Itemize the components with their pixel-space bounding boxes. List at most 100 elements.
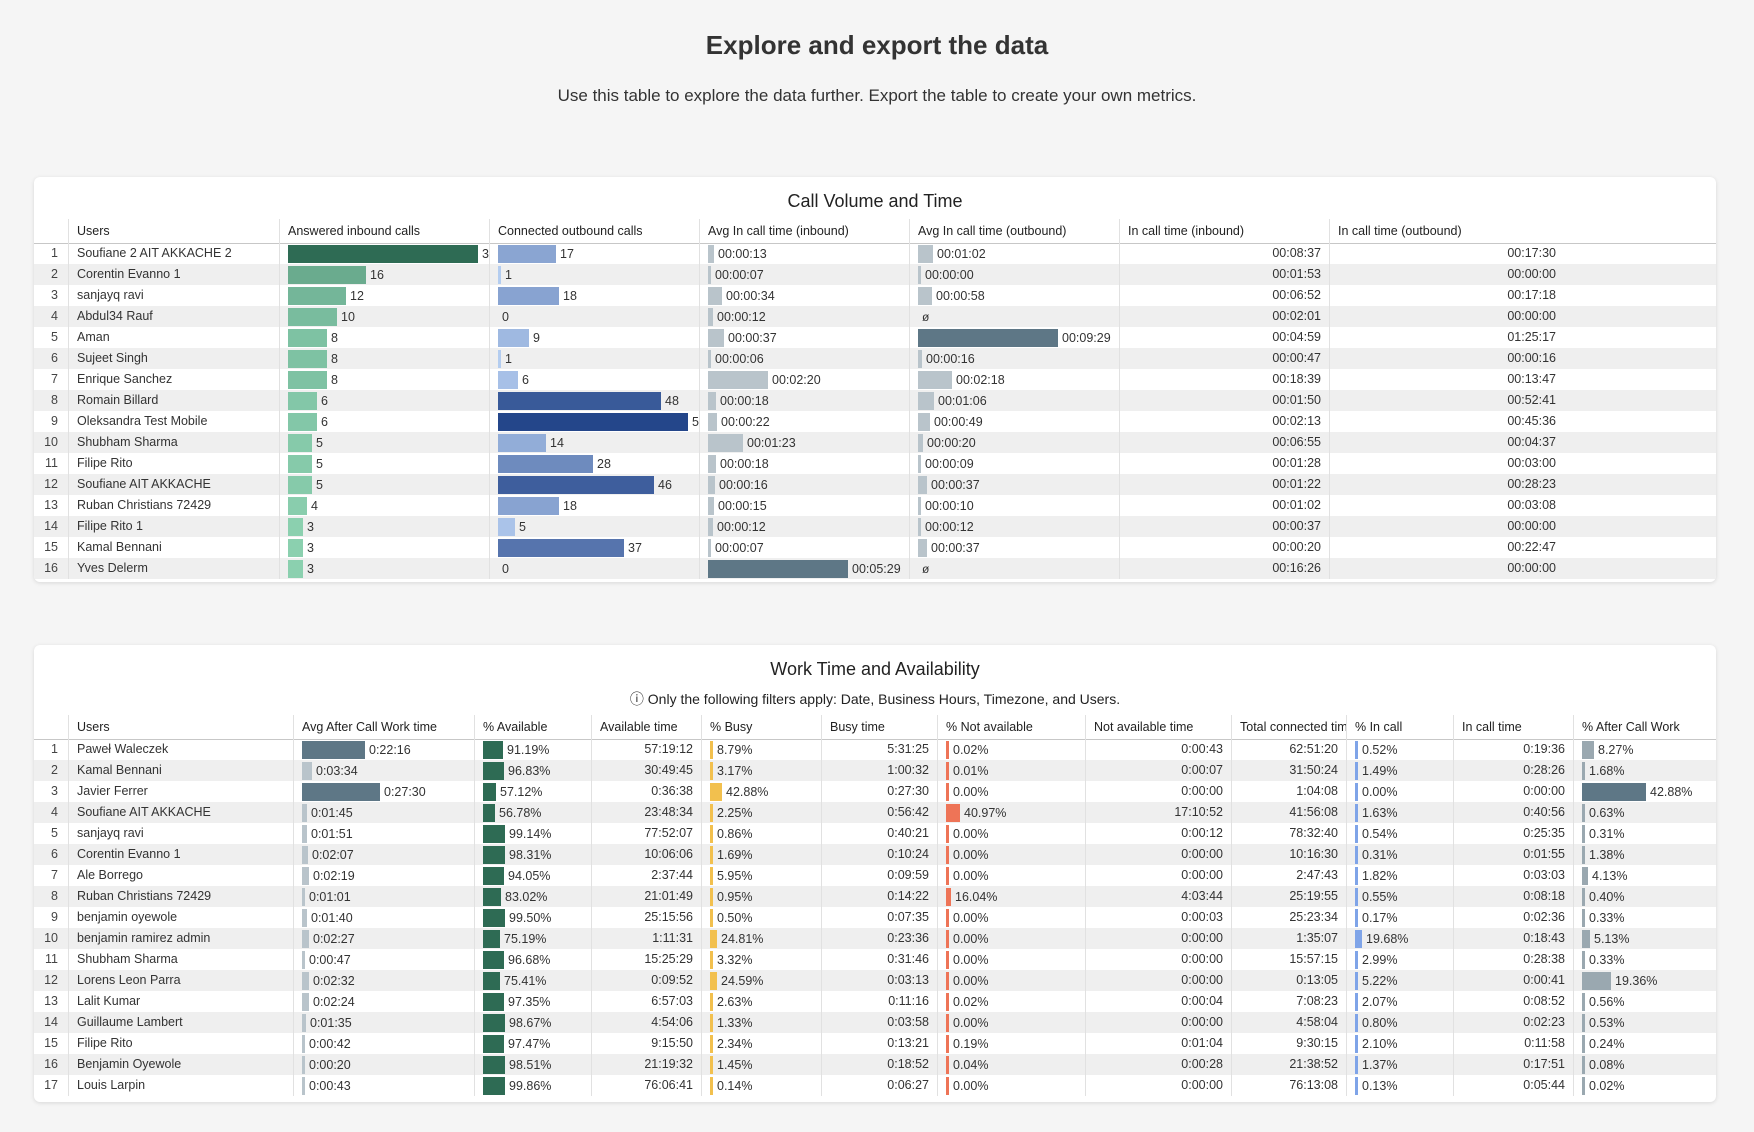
column-header-in-call-time[interactable]: In call time: [1453, 715, 1573, 739]
column-header-busy-time[interactable]: Busy time: [821, 715, 937, 739]
row-number: 2: [51, 267, 58, 281]
table-row[interactable]: 16 Benjamin Oyewole 0:00:20 98.51% 21:19:32 1…: [34, 1054, 1716, 1075]
column-header-answered-inbound-calls[interactable]: Answered inbound calls: [279, 219, 489, 243]
table-row[interactable]: 12 Lorens Leon Parra 0:02:32 75.41% 0:09:52 2…: [34, 970, 1716, 991]
pct-busy-value: 2.63%: [717, 995, 753, 1009]
in-call-time-outbound: 00:28:23: [1329, 474, 1564, 495]
column-header-in-call-time-inbound[interactable]: In call time (inbound): [1119, 219, 1329, 243]
in-call-time-inbound: 00:01:28: [1119, 453, 1329, 474]
busy-time: 0:06:27: [821, 1075, 937, 1096]
connected-outbound-calls-bar: [498, 518, 515, 536]
pct-after-call-work: 8.27%: [1573, 739, 1716, 760]
table-row[interactable]: 1 Paweł Waleczek 0:22:16 91.19% 57:19:12 8.79…: [34, 739, 1716, 760]
connected-outbound-calls-bar: [498, 455, 593, 473]
table-row[interactable]: 7 Ale Borrego 0:02:19 94.05% 2:37:44 5.95% 0:0…: [34, 865, 1716, 886]
table-row[interactable]: 14 Guillaume Lambert 0:01:35 98.67% 4:54:06 1…: [34, 1012, 1716, 1033]
table-row[interactable]: 8 Romain Billard 6 48 00:00:18 00:01:06 00:01:…: [34, 390, 1716, 411]
pct-in-call: 2.99%: [1346, 949, 1453, 970]
pct-busy-value: 24.59%: [721, 974, 764, 988]
pct-in-call: 0.00%: [1346, 781, 1453, 802]
answered-inbound-calls-value: 39: [482, 247, 489, 261]
busy-time: 5:31:25: [821, 739, 937, 760]
avg-after-call-work-time-value: 0:02:19: [313, 869, 355, 883]
pct-busy-value: 2.34%: [717, 1037, 753, 1051]
table-row[interactable]: 13 Lalit Kumar 0:02:24 97.35% 6:57:03 2.63% 0:…: [34, 991, 1716, 1012]
connected-outbound-calls: 0: [489, 306, 699, 327]
column-header-users[interactable]: Users: [68, 219, 279, 243]
table-row[interactable]: 5 sanjayq ravi 0:01:51 99.14% 77:52:07 0.86% 0…: [34, 823, 1716, 844]
table-row[interactable]: 5 Aman 8 9 00:00:37 00:09:29 00:04:59 01:25:17: [34, 327, 1716, 348]
column-header-pct-after-call-work[interactable]: % After Call Work: [1573, 715, 1716, 739]
column-header-connected-outbound-calls[interactable]: Connected outbound calls: [489, 219, 699, 243]
table-row[interactable]: 4 Soufiane AIT AKKACHE 0:01:45 56.78% 23:48:…: [34, 802, 1716, 823]
table-row[interactable]: 9 benjamin oyewole 0:01:40 99.50% 25:15:56 0.…: [34, 907, 1716, 928]
table-row[interactable]: 13 Ruban Christians 72429 4 18 00:00:15 00:00…: [34, 495, 1716, 516]
table-row[interactable]: 7 Enrique Sanchez 8 6 00:02:20 00:02:18 00:18:…: [34, 369, 1716, 390]
table-row[interactable]: 9 Oleksandra Test Mobile 6 56 00:00:22 00:00:…: [34, 411, 1716, 432]
table-row[interactable]: 14 Filipe Rito 1 3 5 00:00:12 00:00:12 00:00:3…: [34, 516, 1716, 537]
column-header-available-time[interactable]: Available time: [591, 715, 701, 739]
column-header-pct-in-call[interactable]: % In call: [1346, 715, 1453, 739]
pct-after-call-work: 0.02%: [1573, 1075, 1716, 1096]
table-row[interactable]: 15 Kamal Bennani 3 37 00:00:07 00:00:37 00:00:…: [34, 537, 1716, 558]
pct-not-available: 0.02%: [937, 991, 1085, 1012]
pct-after-call-work: 1.38%: [1573, 844, 1716, 865]
avg-in-call-time-inbound-bar: [708, 392, 716, 410]
table-row[interactable]: 2 Kamal Bennani 0:03:34 96.83% 30:49:45 3.17%…: [34, 760, 1716, 781]
column-header-avg-after-call-work-time[interactable]: Avg After Call Work time: [293, 715, 474, 739]
table-row[interactable]: 8 Ruban Christians 72429 0:01:01 83.02% 21:0…: [34, 886, 1716, 907]
table-row[interactable]: 15 Filipe Rito 0:00:42 97.47% 9:15:50 2.34% 0:…: [34, 1033, 1716, 1054]
table-row[interactable]: 1 Soufiane 2 AIT AKKACHE 2 39 17 00:00:13 00:…: [34, 243, 1716, 264]
column-header-pct-available[interactable]: % Available: [474, 715, 591, 739]
pct-not-available-value: 16.04%: [955, 890, 998, 904]
pct-busy: 2.34%: [701, 1033, 821, 1054]
column-header-users[interactable]: Users: [68, 715, 293, 739]
table-row[interactable]: 4 Abdul34 Rauf 10 0 00:00:12 ø 00:02:01 00:00:0…: [34, 306, 1716, 327]
in-call-time: 0:03:03: [1453, 865, 1573, 886]
table-row[interactable]: 12 Soufiane AIT AKKACHE 5 46 00:00:16 00:00:3…: [34, 474, 1716, 495]
table-row[interactable]: 11 Shubham Sharma 0:00:47 96.68% 15:25:29 3.3…: [34, 949, 1716, 970]
column-header-total-connected-time[interactable]: Total connected time: [1231, 715, 1346, 739]
avg-in-call-time-inbound: 00:00:13: [699, 243, 909, 264]
avg-in-call-time-outbound-value: 00:00:12: [925, 520, 974, 534]
table-row[interactable]: 6 Corentin Evanno 1 0:02:07 98.31% 10:06:06 1…: [34, 844, 1716, 865]
pct-after-call-work-bar: [1582, 867, 1588, 885]
column-header-avg-in-call-time-inbound[interactable]: Avg In call time (inbound): [699, 219, 909, 243]
column-header-pct-busy[interactable]: % Busy: [701, 715, 821, 739]
work-time-rows[interactable]: 1 Paweł Waleczek 0:22:16 91.19% 57:19:12 8.79…: [34, 739, 1716, 1102]
in-call-time-outbound: 00:03:00: [1329, 453, 1564, 474]
answered-inbound-calls: 10: [279, 306, 489, 327]
table-row[interactable]: 10 benjamin ramirez admin 0:02:27 75.19% 1:1…: [34, 928, 1716, 949]
table-row[interactable]: 16 Yves Delerm 3 0 00:05:29 ø 00:16:26 00:00:00: [34, 558, 1716, 579]
column-header-pct-not-available[interactable]: % Not available: [937, 715, 1085, 739]
table-row[interactable]: 17 Louis Larpin 0:00:43 99.86% 76:06:41 0.14%…: [34, 1075, 1716, 1096]
pct-available-value: 99.86%: [509, 1079, 552, 1093]
table-row[interactable]: 6 Sujeet Singh 8 1 00:00:06 00:00:16 00:00:47 0…: [34, 348, 1716, 369]
column-header-in-call-time-outbound[interactable]: In call time (outbound): [1329, 219, 1716, 243]
connected-outbound-calls-value: 46: [658, 478, 672, 492]
column-header-avg-in-call-time-outbound[interactable]: Avg In call time (outbound): [909, 219, 1119, 243]
pct-busy-value: 3.32%: [717, 953, 753, 967]
table-row[interactable]: 11 Filipe Rito 5 28 00:00:18 00:00:09 00:01:28…: [34, 453, 1716, 474]
table-row[interactable]: 3 Javier Ferrer 0:27:30 57.12% 0:36:38 42.88%…: [34, 781, 1716, 802]
pct-after-call-work-bar: [1582, 825, 1585, 843]
in-call-time-outbound: 00:52:41: [1329, 390, 1564, 411]
pct-not-available-value: 0.00%: [953, 932, 989, 946]
pct-after-call-work: 0.33%: [1573, 907, 1716, 928]
avg-in-call-time-inbound-value: 00:00:18: [720, 457, 769, 471]
column-header-not-available-time[interactable]: Not available time: [1085, 715, 1231, 739]
table-row[interactable]: 10 Shubham Sharma 5 14 00:01:23 00:00:20 00:06…: [34, 432, 1716, 453]
avg-after-call-work-time-value: 0:02:24: [313, 995, 355, 1009]
pct-available: 56.78%: [474, 802, 591, 823]
pct-busy: 8.79%: [701, 739, 821, 760]
table-row[interactable]: 3 sanjayq ravi 12 18 00:00:34 00:00:58 00:06:5…: [34, 285, 1716, 306]
pct-not-available-bar: [946, 1056, 949, 1074]
avg-in-call-time-inbound: 00:00:12: [699, 306, 909, 327]
avg-in-call-time-inbound-value: 00:00:12: [717, 310, 766, 324]
pct-available-value: 99.14%: [509, 827, 552, 841]
connected-outbound-calls-value: 6: [522, 373, 529, 387]
pct-available-value: 96.83%: [508, 764, 551, 778]
table-row[interactable]: 2 Corentin Evanno 1 16 1 00:00:07 00:00:00 00:…: [34, 264, 1716, 285]
answered-inbound-calls: 4: [279, 495, 489, 516]
